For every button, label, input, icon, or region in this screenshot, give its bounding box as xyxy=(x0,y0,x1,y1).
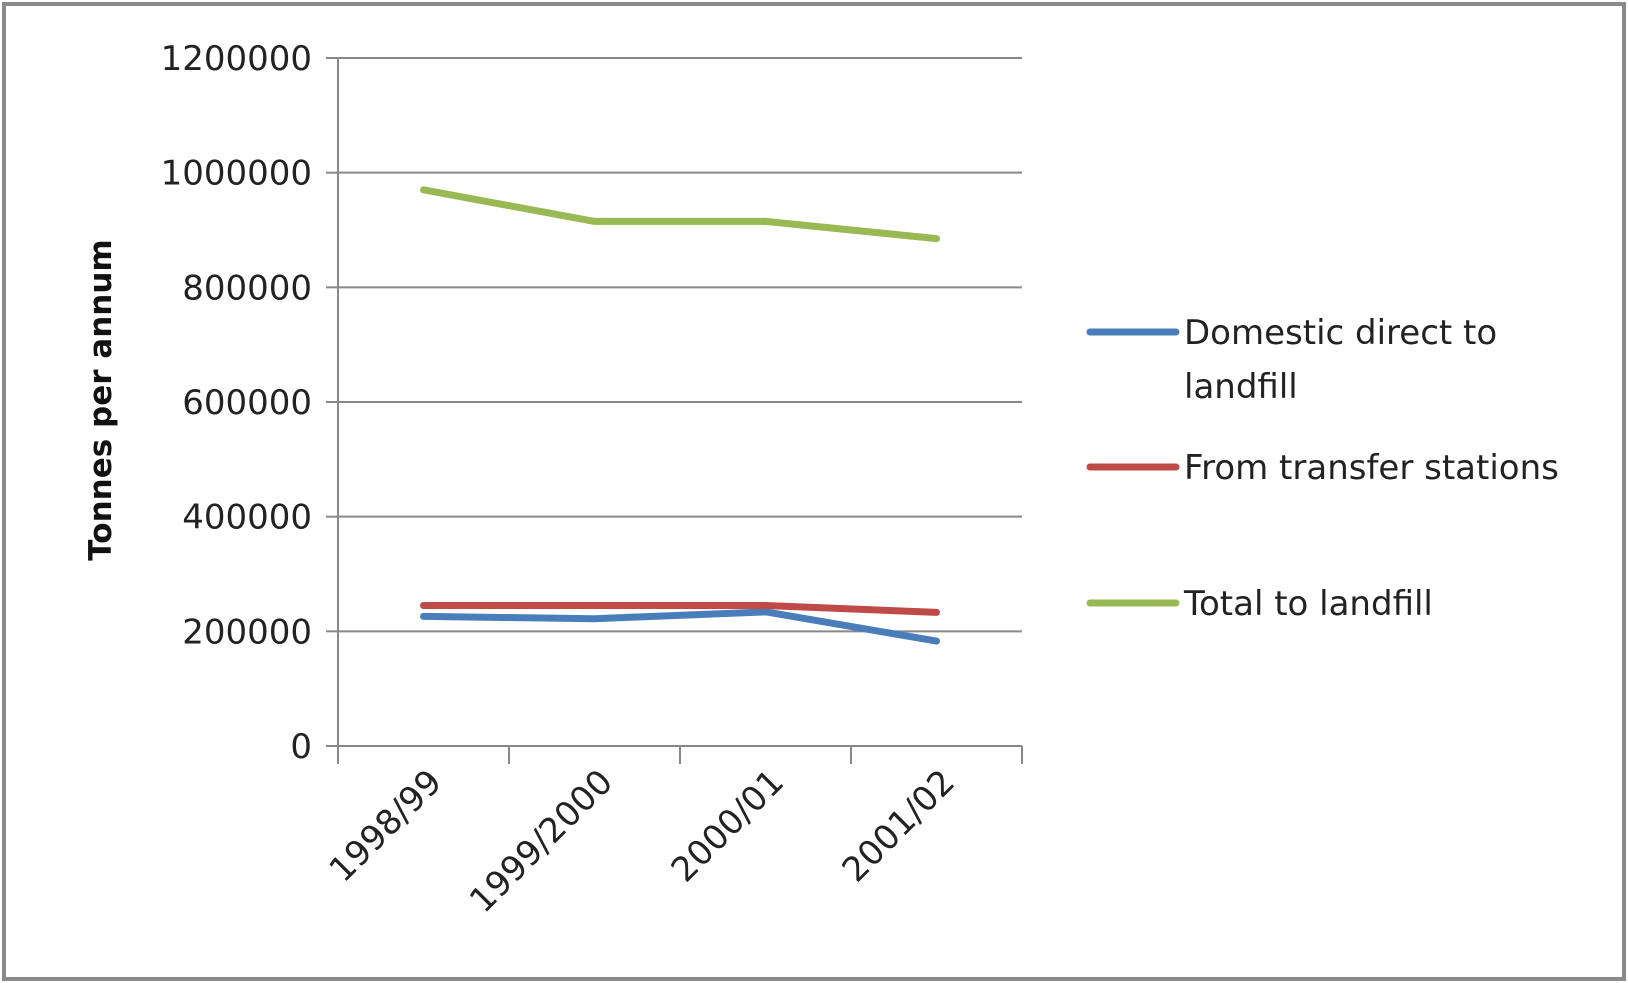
legend: Domestic direct to landfill From transfer … xyxy=(1086,313,1559,624)
legend-label: landfill xyxy=(1184,367,1298,407)
y-tick-label: 600000 xyxy=(182,383,312,423)
legend-label: From transfer stations xyxy=(1184,448,1559,488)
series-lines xyxy=(420,186,940,645)
y-tick-label: 0 xyxy=(290,727,312,767)
legend-label: Domestic direct to xyxy=(1184,313,1497,353)
y-tick-label: 800000 xyxy=(182,268,312,308)
y-tick-label: 1000000 xyxy=(161,154,312,194)
series-line xyxy=(420,186,940,243)
legend-label: Total to landfill xyxy=(1183,584,1433,624)
y-tick-labels: 0 200000 400000 600000 800000 1000000 1200000 xyxy=(161,39,312,767)
y-tick-label: 400000 xyxy=(182,498,312,538)
gridlines xyxy=(338,57,1022,747)
series-line xyxy=(420,602,940,616)
y-tick-label: 200000 xyxy=(182,612,312,652)
y-tick-label: 1200000 xyxy=(161,39,312,79)
series-line xyxy=(420,608,940,645)
axes xyxy=(326,57,1023,764)
y-axis-title: Tonnes per annum xyxy=(83,239,119,560)
